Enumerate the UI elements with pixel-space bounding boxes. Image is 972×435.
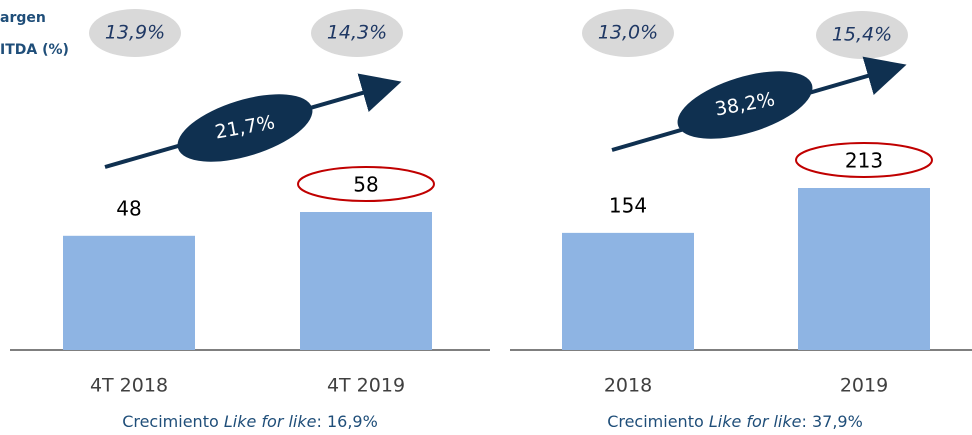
margin-label: 13,0% [598,22,658,44]
highlight-ring [297,166,435,202]
footnote-prefix: Crecimiento [122,412,224,431]
growth-bubble [677,71,813,139]
footnote-prefix: Crecimiento [607,412,709,431]
bar [798,188,930,350]
margin-bubble [582,9,674,57]
footnote-italic: Like for like [224,412,317,431]
x-tick-label: 4T 2018 [90,375,168,397]
margin-label: 15,4% [832,24,892,46]
margin-bubble [816,11,908,59]
margin-bubble [89,9,181,57]
margin-bubble [311,9,403,57]
side-label: argen [0,10,46,26]
highlight-ring [795,142,933,178]
bar [63,235,195,350]
value-label: 48 [116,196,141,220]
growth-bubble [177,94,313,162]
bar [562,232,694,350]
footnote-suffix: : 16,9% [316,412,377,431]
margin-label: 14,3% [327,22,387,44]
x-tick-label: 2019 [840,375,888,397]
x-tick-label: 4T 2019 [327,375,405,397]
footnote: Crecimiento Like for like: 16,9% [122,412,378,431]
value-label: 58 [353,173,378,197]
footnote-suffix: : 37,9% [801,412,862,431]
x-tick-label: 2018 [604,375,652,397]
footnote: Crecimiento Like for like: 37,9% [607,412,863,431]
margin-label: 13,9% [105,22,165,44]
side-label: ITDA (%) [0,42,69,58]
footnote-italic: Like for like [709,412,802,431]
value-label: 154 [609,193,647,217]
bar [300,212,432,350]
value-label: 213 [845,149,883,173]
